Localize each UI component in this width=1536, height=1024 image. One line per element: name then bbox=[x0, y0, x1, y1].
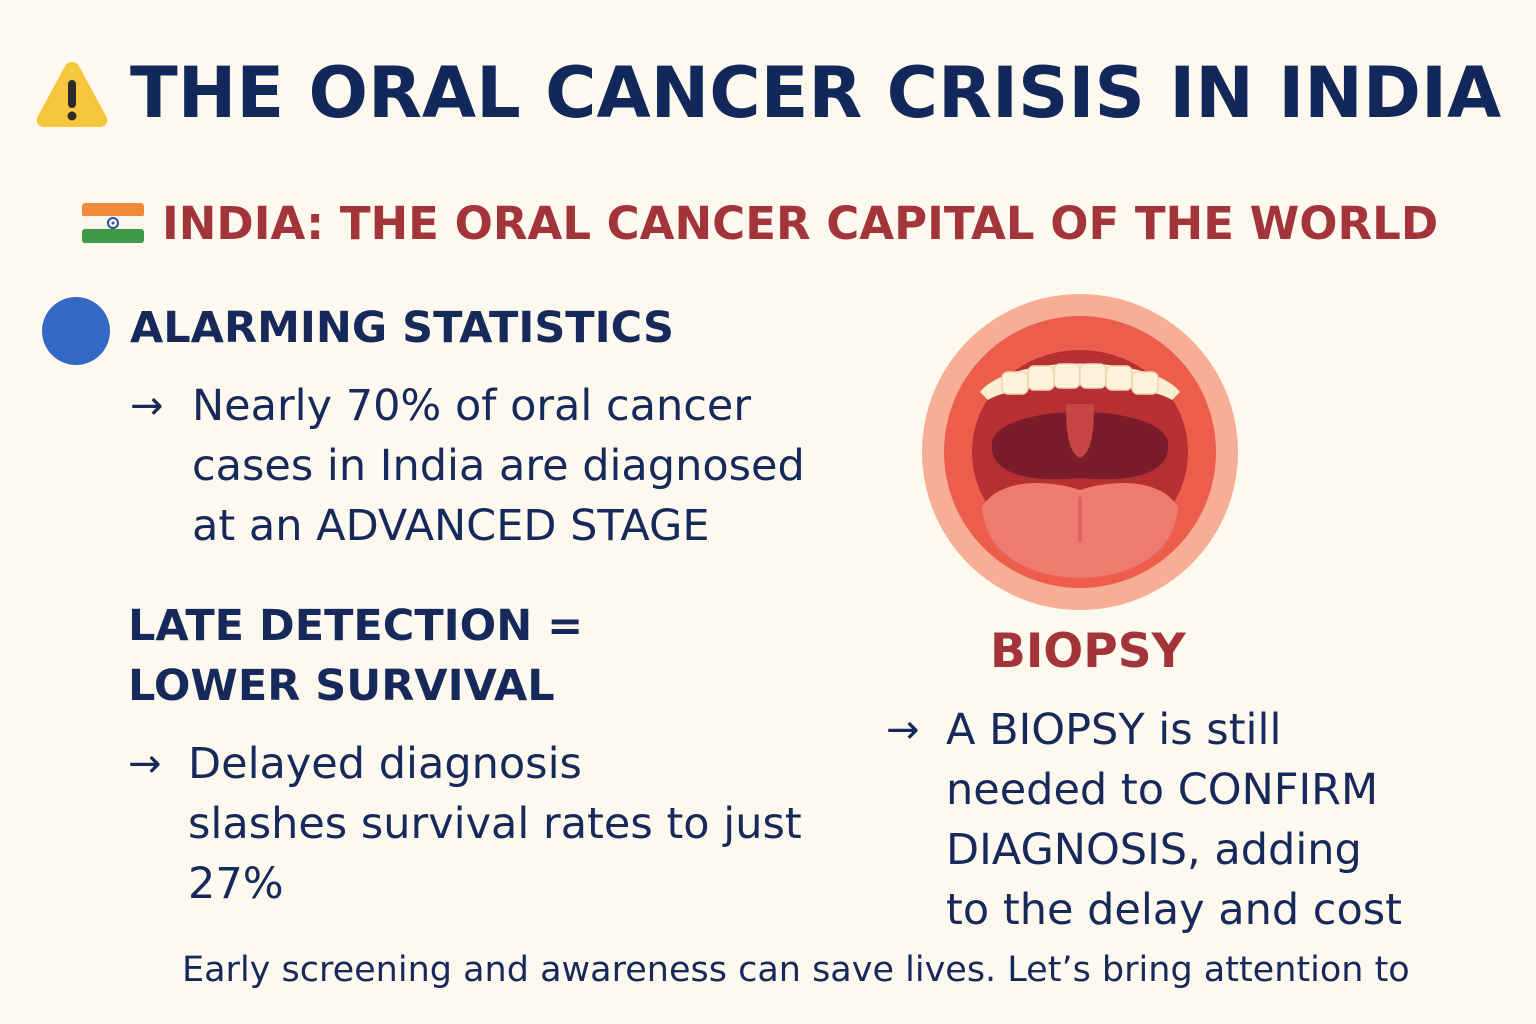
subtitle: INDIA: THE ORAL CANCER CAPITAL OF THE WO… bbox=[162, 197, 1439, 250]
open-mouth-icon bbox=[922, 294, 1238, 610]
biopsy-label: BIOPSY bbox=[990, 624, 1186, 679]
arrow-icon: → bbox=[128, 741, 162, 787]
india-flag-icon bbox=[82, 203, 144, 243]
page-title: THE ORAL CANCER CRISIS IN INDIA bbox=[130, 52, 1502, 134]
late-heading-line: LATE DETECTION = bbox=[128, 601, 584, 651]
biopsy-line: to the delay and cost bbox=[946, 885, 1403, 935]
late-line: 27% bbox=[188, 859, 284, 909]
late-line: slashes survival rates to just bbox=[188, 799, 802, 849]
biopsy-line: DIAGNOSIS, adding bbox=[946, 825, 1362, 875]
arrow-icon: → bbox=[130, 383, 164, 429]
stats-line: cases in India are diagnosed bbox=[192, 441, 805, 491]
warning-icon bbox=[36, 62, 108, 127]
stats-line: at an ADVANCED STAGE bbox=[192, 501, 710, 551]
stats-heading: ALARMING STATISTICS bbox=[130, 303, 674, 353]
biopsy-line: A BIOPSY is still bbox=[946, 705, 1282, 755]
late-heading-line: LOWER SURVIVAL bbox=[128, 661, 555, 711]
late-line: Delayed diagnosis bbox=[188, 739, 582, 789]
stats-line: Nearly 70% of oral cancer bbox=[192, 381, 752, 431]
blue-circle-icon bbox=[42, 297, 110, 365]
arrow-icon: → bbox=[886, 707, 920, 753]
late-detection-heading: LATE DETECTION = LOWER SURVIVAL bbox=[128, 596, 583, 716]
footer-text: Early screening and awareness can save l… bbox=[182, 950, 1410, 990]
biopsy-line: needed to CONFIRM bbox=[946, 765, 1379, 815]
